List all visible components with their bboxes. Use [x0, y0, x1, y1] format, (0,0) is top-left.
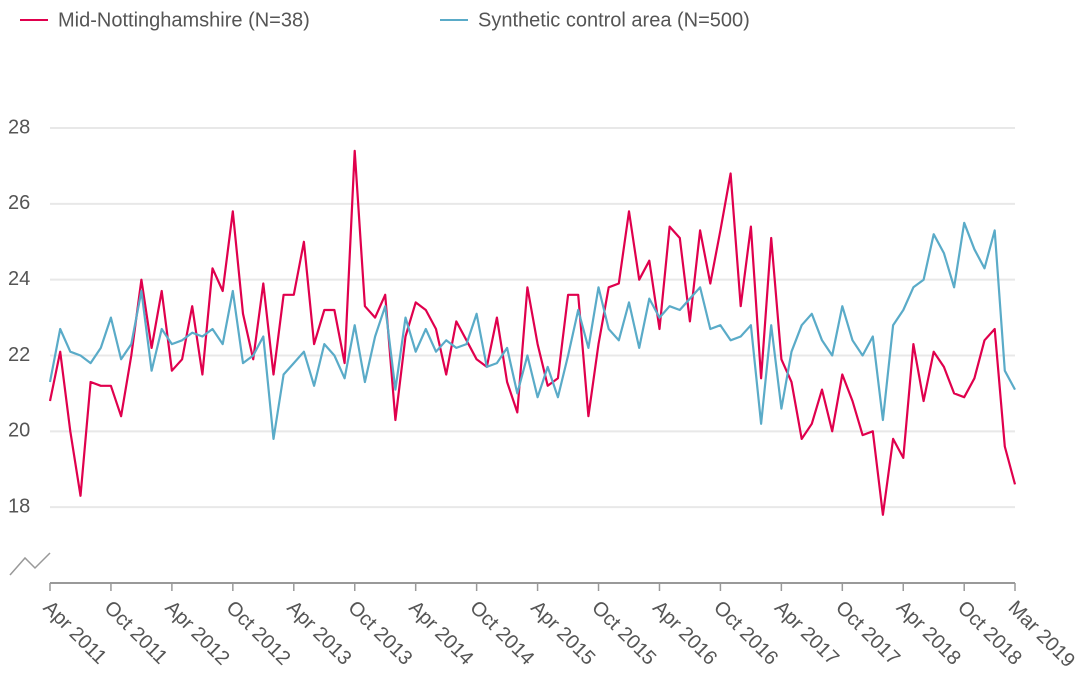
x-tick-label: Apr 2016: [648, 597, 721, 670]
x-tick-label: Oct 2011: [100, 597, 172, 669]
x-tick-label: Apr 2017: [770, 597, 843, 670]
x-tick-label: Apr 2018: [892, 597, 965, 670]
series-line: [48, 149, 1017, 516]
x-tick-label: Apr 2011: [39, 597, 111, 669]
y-tick-label: 28: [8, 116, 30, 138]
x-tick-label: Apr 2014: [404, 597, 477, 670]
x-tick-label: Apr 2013: [283, 597, 356, 670]
x-tick-label: Oct 2015: [587, 597, 660, 670]
legend-label: Synthetic control area (N=500): [478, 9, 750, 31]
axis-break: [9, 552, 51, 576]
x-tick-label: Oct 2012: [222, 597, 295, 670]
y-tick-label: 18: [8, 495, 30, 517]
x-tick-label: Oct 2013: [343, 597, 416, 670]
x-tick-label: Apr 2012: [161, 597, 234, 670]
series-line: [48, 221, 1016, 440]
x-tick-label: Oct 2017: [831, 597, 904, 670]
x-tick-label: Apr 2015: [526, 597, 599, 670]
y-tick-label: 26: [8, 192, 30, 214]
y-tick-label: 20: [8, 420, 30, 442]
y-tick-label: 24: [8, 268, 30, 290]
legend-label: Mid-Nottinghamshire (N=38): [58, 9, 310, 31]
y-tick-label: 22: [8, 344, 30, 366]
x-tick-label: Oct 2016: [709, 597, 782, 670]
x-tick-label: Oct 2014: [465, 597, 538, 670]
